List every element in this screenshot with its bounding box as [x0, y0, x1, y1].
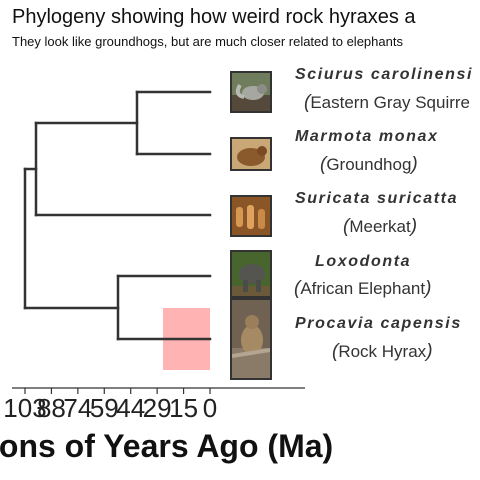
tip-common-hyrax: (Rock Hyrax) — [332, 341, 433, 363]
x-tick-label: 59 — [90, 393, 119, 423]
tip-open-paren: ( — [320, 154, 327, 175]
elephant-image — [230, 250, 272, 298]
tip-common-text: Groundhog — [326, 155, 412, 174]
tip-common-groundhog: (Groundhog) — [320, 154, 418, 176]
tip-close-paren: ) — [411, 154, 418, 175]
tip-sci-squirrel: Sciurus carolinensi — [295, 66, 474, 83]
x-tick-label: 103 — [3, 393, 46, 423]
x-tick-label: 74 — [63, 393, 92, 423]
tip-close-paren: ) — [425, 278, 432, 299]
tip-close-paren: ) — [410, 216, 418, 237]
tip-sci-elephant: Loxodonta — [315, 253, 412, 270]
x-tick-label: 29 — [143, 393, 172, 423]
tip-sci-meerkat: Suricata suricatta — [295, 190, 459, 207]
groundhog-image — [230, 137, 272, 171]
x-tick-label: 0 — [203, 393, 217, 423]
tip-open-paren: ( — [332, 341, 339, 362]
tip-open-paren: ( — [343, 216, 350, 237]
meerkat-image — [230, 195, 272, 237]
tip-common-text: Rock Hyrax — [338, 342, 427, 361]
x-axis-ticks — [24, 388, 211, 394]
x-tick-label: 15 — [169, 393, 198, 423]
tip-common-text: Meerkat — [349, 217, 411, 236]
x-tick-label: 88 — [37, 393, 66, 423]
tip-close-paren: ) — [426, 341, 433, 362]
x-axis-label: ions of Years Ago (Ma) — [0, 428, 334, 464]
tip-common-text: Eastern Gray Squirre — [310, 93, 471, 112]
rock-hyrax-image — [230, 298, 272, 380]
squirrel-image — [230, 71, 272, 113]
tip-sci-groundhog: Marmota monax — [295, 128, 439, 145]
x-tick-label: 44 — [116, 393, 145, 423]
tip-open-paren: ( — [294, 278, 301, 299]
page-title: Phylogeny showing how weird rock hyraxes… — [12, 6, 416, 28]
tip-open-paren: ( — [304, 92, 311, 113]
tip-common-elephant: (African Elephant) — [294, 278, 431, 300]
page-subtitle: They look like groundhogs, but are much … — [12, 34, 403, 49]
tip-sci-hyrax: Procavia capensis — [295, 315, 462, 332]
tip-common-text: African Elephant — [300, 279, 426, 298]
tip-common-squirrel: (Eastern Gray Squirre — [304, 92, 470, 114]
tip-common-meerkat: (Meerkat) — [343, 216, 417, 238]
